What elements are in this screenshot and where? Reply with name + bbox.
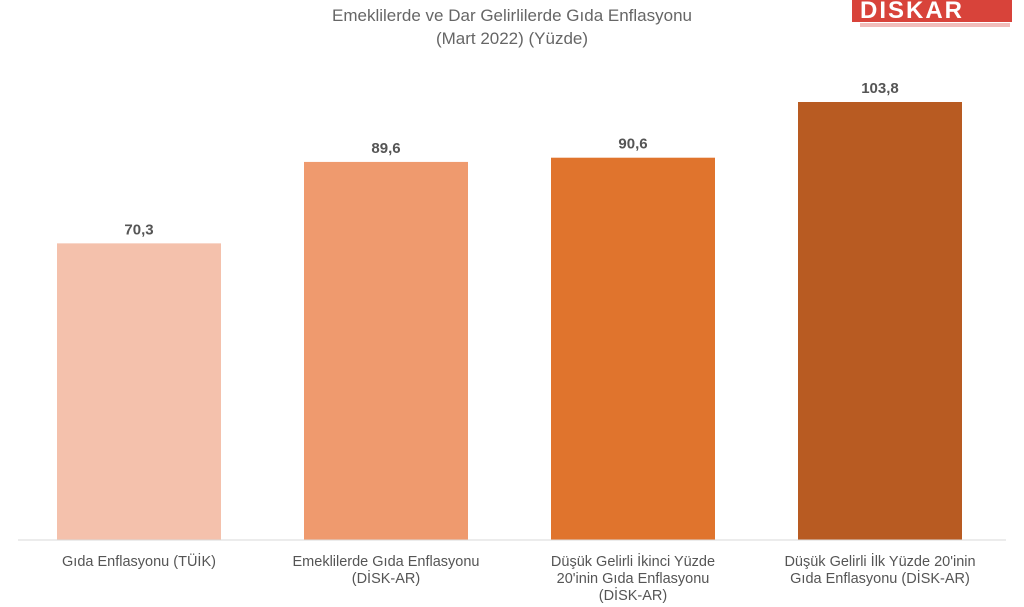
logo-tagline-strip [860, 23, 1010, 27]
bar-4 [798, 102, 962, 540]
category-label-3-line-2: 20'inin Gıda Enflasyonu [557, 571, 710, 587]
category-label-2-line-2: (DİSK-AR) [352, 569, 420, 587]
logo-text: DİSKAR [852, 0, 1012, 23]
category-label-4-line-1: Düşük Gelirli İlk Yüzde 20'inin [784, 552, 975, 570]
category-label-1-line-1: Gıda Enflasyonu (TÜİK) [62, 552, 216, 570]
category-label-2-line-1: Emeklilerde Gıda Enflasyonu [293, 554, 480, 570]
bar-3 [551, 157, 715, 541]
chart-subtitle: (Mart 2022) (Yüzde) [436, 29, 588, 48]
value-label-2: 89,6 [371, 140, 400, 157]
category-label-3-line-1: Düşük Gelirli İkinci Yüzde [551, 552, 715, 570]
category-label-4-line-2: Gıda Enflasyonu (DİSK-AR) [790, 569, 970, 587]
bars-group [57, 102, 962, 541]
category-label-3-line-3: (DİSK-AR) [599, 586, 667, 604]
diskar-logo: DİSKAR [852, 0, 1024, 30]
bar-1 [57, 243, 221, 540]
value-label-3: 90,6 [618, 136, 647, 153]
chart-title: Emeklilerde ve Dar Gelirlilerde Gıda Enf… [332, 6, 692, 25]
value-label-1: 70,3 [124, 221, 153, 238]
value-label-4: 103,8 [861, 80, 899, 97]
labels-group: 70,3 Gıda Enflasyonu (TÜİK) 89,6 Emeklilerd… [62, 80, 976, 604]
bar-2 [304, 161, 468, 541]
